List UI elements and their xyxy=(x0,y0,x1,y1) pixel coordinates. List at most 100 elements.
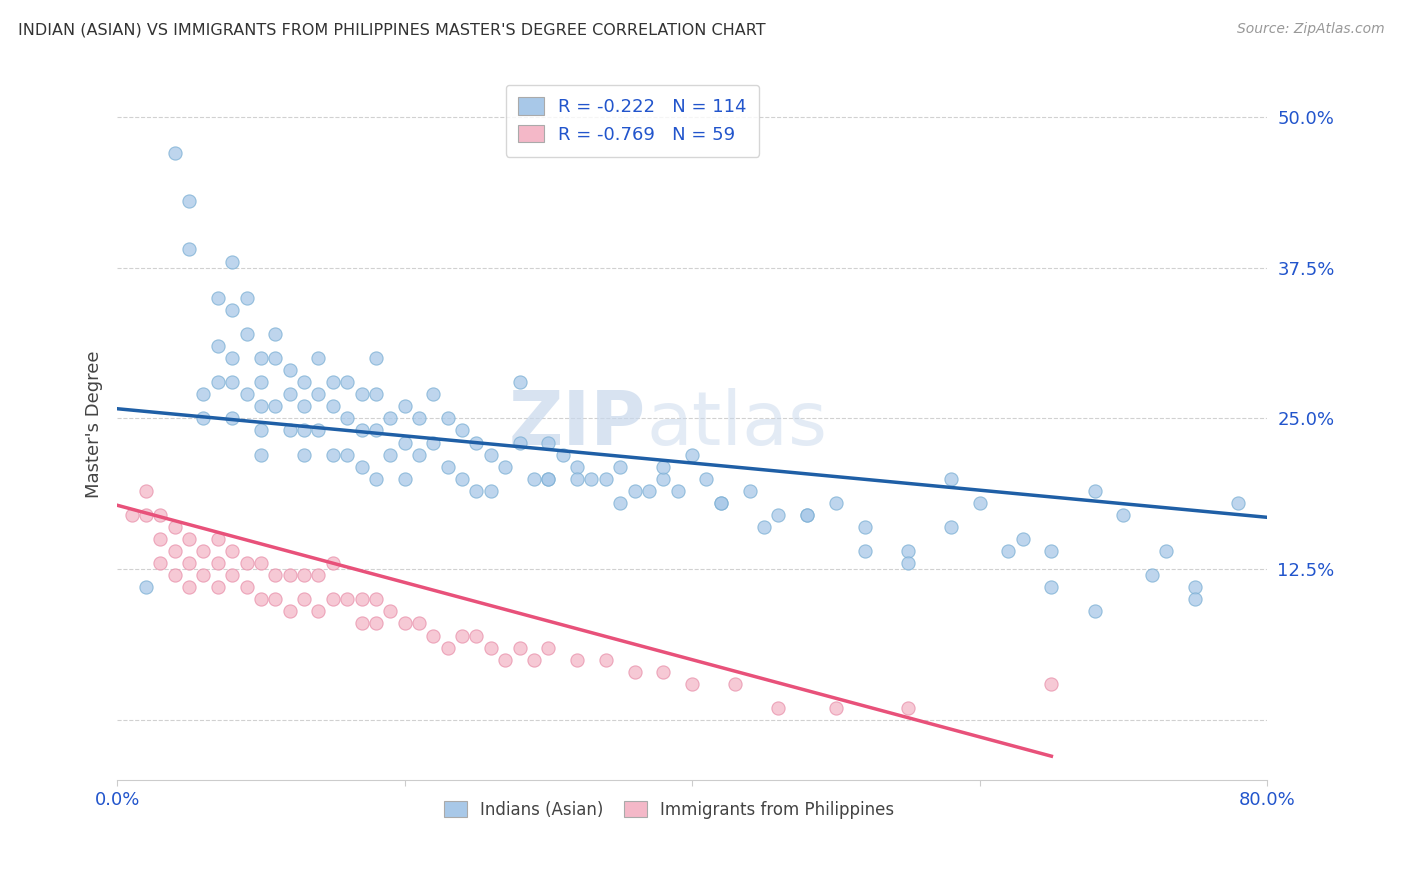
Y-axis label: Master's Degree: Master's Degree xyxy=(86,351,103,498)
Point xyxy=(336,448,359,462)
Point xyxy=(235,556,257,570)
Point xyxy=(494,653,516,667)
Point xyxy=(292,400,315,414)
Point xyxy=(939,472,962,486)
Point xyxy=(1083,483,1105,498)
Point xyxy=(177,532,200,546)
Point xyxy=(278,568,301,582)
Point xyxy=(221,302,243,317)
Point xyxy=(221,375,243,389)
Point xyxy=(307,387,329,401)
Point xyxy=(380,448,402,462)
Point xyxy=(292,592,315,607)
Point xyxy=(537,435,560,450)
Point xyxy=(292,448,315,462)
Point xyxy=(250,375,273,389)
Point xyxy=(394,435,416,450)
Point xyxy=(250,448,273,462)
Point xyxy=(997,544,1019,558)
Point xyxy=(149,532,172,546)
Point xyxy=(479,640,502,655)
Point xyxy=(465,483,488,498)
Point xyxy=(221,544,243,558)
Point xyxy=(193,568,215,582)
Point xyxy=(710,496,733,510)
Point xyxy=(322,556,344,570)
Point xyxy=(250,400,273,414)
Point xyxy=(278,424,301,438)
Point xyxy=(221,254,243,268)
Point xyxy=(250,592,273,607)
Point xyxy=(666,483,689,498)
Point xyxy=(509,640,531,655)
Point xyxy=(278,363,301,377)
Point xyxy=(738,483,761,498)
Point xyxy=(565,653,588,667)
Point xyxy=(436,640,458,655)
Point xyxy=(652,472,675,486)
Point xyxy=(436,459,458,474)
Point xyxy=(394,472,416,486)
Point xyxy=(307,351,329,365)
Point xyxy=(264,400,287,414)
Point xyxy=(149,508,172,522)
Point xyxy=(465,628,488,642)
Point xyxy=(364,472,387,486)
Point xyxy=(752,520,775,534)
Point xyxy=(408,448,430,462)
Point xyxy=(695,472,717,486)
Point xyxy=(350,592,373,607)
Point xyxy=(422,435,444,450)
Point xyxy=(451,472,474,486)
Point xyxy=(394,400,416,414)
Point xyxy=(264,351,287,365)
Point xyxy=(394,616,416,631)
Point xyxy=(1140,568,1163,582)
Point xyxy=(796,508,818,522)
Point xyxy=(163,520,186,534)
Point xyxy=(163,568,186,582)
Point xyxy=(609,496,631,510)
Legend: Indians (Asian), Immigrants from Philippines: Indians (Asian), Immigrants from Philipp… xyxy=(437,794,901,825)
Point xyxy=(710,496,733,510)
Point xyxy=(364,616,387,631)
Point xyxy=(638,483,661,498)
Point xyxy=(479,448,502,462)
Point xyxy=(292,424,315,438)
Point xyxy=(768,701,790,715)
Point xyxy=(193,544,215,558)
Point xyxy=(408,411,430,425)
Point xyxy=(207,291,229,305)
Point xyxy=(221,411,243,425)
Point xyxy=(451,628,474,642)
Point xyxy=(796,508,818,522)
Point xyxy=(1040,544,1063,558)
Point xyxy=(235,387,257,401)
Point xyxy=(250,351,273,365)
Point xyxy=(494,459,516,474)
Point xyxy=(969,496,991,510)
Point xyxy=(135,483,157,498)
Point xyxy=(193,411,215,425)
Point xyxy=(537,640,560,655)
Text: atlas: atlas xyxy=(647,388,827,461)
Point xyxy=(380,411,402,425)
Point xyxy=(322,375,344,389)
Point xyxy=(278,604,301,618)
Point xyxy=(336,592,359,607)
Point xyxy=(207,375,229,389)
Point xyxy=(1184,580,1206,594)
Point xyxy=(652,665,675,679)
Point xyxy=(135,580,157,594)
Point xyxy=(235,580,257,594)
Point xyxy=(595,472,617,486)
Point xyxy=(595,653,617,667)
Point xyxy=(177,243,200,257)
Point xyxy=(824,701,846,715)
Point xyxy=(565,459,588,474)
Point xyxy=(221,351,243,365)
Point xyxy=(537,472,560,486)
Point xyxy=(207,556,229,570)
Point xyxy=(523,653,546,667)
Point xyxy=(380,604,402,618)
